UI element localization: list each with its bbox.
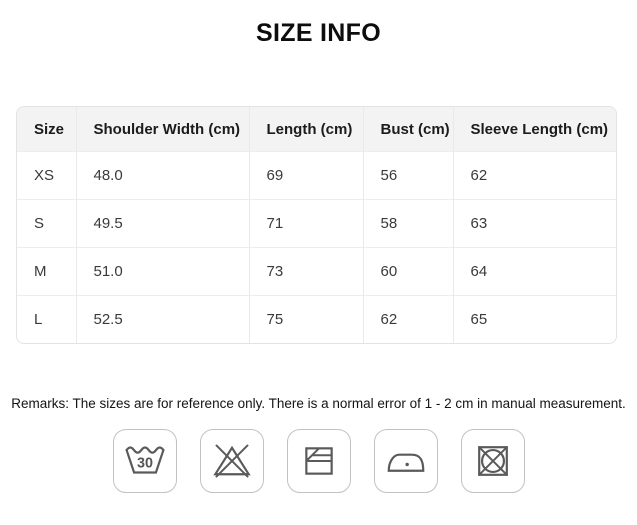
- table-row-m: M 51.0 73 60 64: [17, 247, 616, 296]
- table-row-s: S 49.5 71 58 63: [17, 199, 616, 248]
- col-header-sleeve-length: Sleeve Length (cm): [452, 107, 616, 152]
- do-not-bleach-icon: [199, 429, 264, 493]
- cell-bust: 56: [362, 151, 453, 200]
- cell-shoulder-width: 52.5: [75, 295, 249, 343]
- care-symbols-row: 30: [0, 429, 637, 493]
- cell-bust: 62: [362, 295, 453, 343]
- col-header-shoulder-width: Shoulder Width (cm): [75, 107, 249, 152]
- cell-length: 71: [248, 199, 363, 248]
- wash-temperature-label: 30: [137, 455, 153, 471]
- cell-shoulder-width: 49.5: [75, 199, 249, 248]
- cell-length: 73: [248, 247, 363, 296]
- remarks-text: Remarks: The sizes are for reference onl…: [11, 396, 626, 411]
- cell-length: 69: [248, 151, 363, 200]
- cell-sleeve-length: 65: [452, 295, 616, 343]
- iron-one-dot-icon: [373, 429, 438, 493]
- cell-shoulder-width: 51.0: [75, 247, 249, 296]
- table-row-xs: XS 48.0 69 56 62: [17, 151, 616, 200]
- cell-sleeve-length: 62: [452, 151, 616, 200]
- cell-sleeve-length: 63: [452, 199, 616, 248]
- size-table: Size Shoulder Width (cm) Length (cm) Bus…: [16, 106, 617, 344]
- cell-size: S: [17, 199, 76, 248]
- cell-size: XS: [17, 151, 76, 200]
- dry-in-shade-icon: [286, 429, 351, 493]
- size-table-grid: Size Shoulder Width (cm) Length (cm) Bus…: [17, 107, 616, 343]
- col-header-bust: Bust (cm): [362, 107, 453, 152]
- do-not-tumble-dry-icon: [460, 429, 525, 493]
- table-header-row: Size Shoulder Width (cm) Length (cm) Bus…: [17, 107, 616, 152]
- cell-size: L: [17, 295, 76, 343]
- cell-length: 75: [248, 295, 363, 343]
- page-title: SIZE INFO: [256, 19, 381, 47]
- cell-shoulder-width: 48.0: [75, 151, 249, 200]
- cell-size: M: [17, 247, 76, 296]
- cell-bust: 58: [362, 199, 453, 248]
- cell-bust: 60: [362, 247, 453, 296]
- cell-sleeve-length: 64: [452, 247, 616, 296]
- table-row-l: L 52.5 75 62 65: [17, 295, 616, 343]
- col-header-length: Length (cm): [248, 107, 363, 152]
- wash-30-icon: 30: [112, 429, 177, 493]
- col-header-size: Size: [17, 107, 76, 152]
